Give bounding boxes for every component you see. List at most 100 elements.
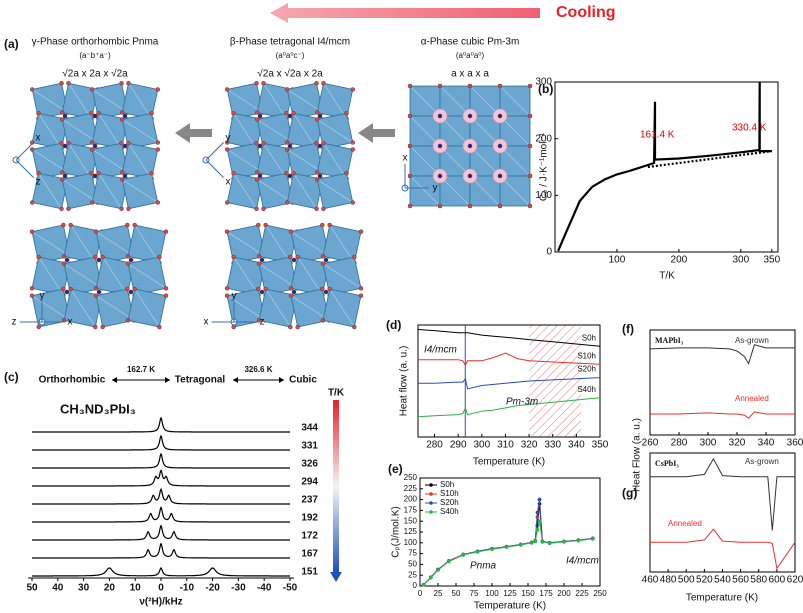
halide-atom <box>437 203 443 209</box>
octahedron-edge <box>62 179 98 203</box>
halide-atom <box>225 140 230 145</box>
cation <box>122 143 128 149</box>
panel-label: (g) <box>622 486 637 500</box>
x-tick-label: 540 <box>714 575 731 586</box>
y-tick-label: 100 <box>404 538 418 547</box>
halide-atom <box>407 143 413 149</box>
octahedron-edge <box>128 83 152 119</box>
halide-atom <box>315 170 320 175</box>
colorbar-label: T/K <box>328 388 345 399</box>
x-tick-label: 0 <box>158 583 164 594</box>
octahedron-edge <box>102 256 128 296</box>
x-tick-label: 100 <box>609 255 626 266</box>
halide-atom <box>30 200 35 205</box>
halide-atom <box>407 203 413 209</box>
series-label: S20h <box>577 365 596 374</box>
octahedron-edge <box>499 85 531 117</box>
y-tick-label: 100 <box>535 190 552 201</box>
halide-atom <box>256 261 262 266</box>
chart-title: CH₃ND₃PbI₃ <box>60 401 136 416</box>
octahedron-edge <box>70 224 96 264</box>
panel-label: (f) <box>622 322 634 336</box>
halide-atom <box>66 206 71 211</box>
halide-atom <box>100 254 105 260</box>
halide-atom <box>321 81 326 86</box>
y-axis-label: Heat Flow (a. u.) <box>632 418 643 492</box>
axis-label: x <box>36 133 41 144</box>
annotation: I4/mcm <box>424 345 457 356</box>
halide-atom <box>36 254 41 260</box>
axis-arrow <box>15 159 34 178</box>
halide-atom <box>285 200 290 205</box>
halide-atom <box>527 83 533 89</box>
octahedron-edge <box>322 263 362 289</box>
halide-atom <box>231 254 236 260</box>
cation <box>287 113 293 119</box>
x-tick-label: 30 <box>78 583 90 594</box>
legend-label: S40h <box>440 507 459 516</box>
x-tick-label: 290 <box>450 440 467 451</box>
chart-title: CsPbI₃ <box>655 459 679 468</box>
x-tick-label: -10 <box>180 583 195 594</box>
halide-atom <box>93 324 98 330</box>
halide-atom <box>321 206 326 211</box>
halide-atom <box>255 110 260 115</box>
halide-atom <box>231 171 236 176</box>
data-point <box>461 553 466 557</box>
halide-atom <box>163 293 169 298</box>
y-axis-label: Heat flow (a. u.) <box>399 346 410 417</box>
axis-label: y <box>40 291 45 302</box>
series-line <box>417 397 601 418</box>
halide-atom <box>60 177 65 182</box>
halide-atom <box>120 110 125 115</box>
cation <box>497 173 503 179</box>
temperature-label: 344 <box>301 423 318 434</box>
octahedron-edge <box>257 179 293 203</box>
halide-atom <box>132 222 137 228</box>
x-tick-label: 320 <box>521 440 538 451</box>
halide-atom <box>30 140 35 145</box>
halide-atom <box>255 170 260 175</box>
halide-atom <box>285 140 290 145</box>
x-tick-label: 75 <box>470 589 479 598</box>
series-line <box>418 352 601 367</box>
data-point <box>535 510 540 515</box>
octahedron-edge <box>98 173 122 209</box>
halide-atom <box>407 173 413 179</box>
axis-label: y <box>232 291 237 302</box>
cation <box>96 289 102 295</box>
x-tick-label: -40 <box>257 583 272 594</box>
axis-label: z <box>36 177 41 188</box>
series-line <box>650 457 795 531</box>
halide-atom <box>352 324 357 330</box>
halide-atom <box>314 81 319 86</box>
halide-atom <box>155 147 160 152</box>
halide-atom <box>256 254 262 259</box>
phase-title: γ-Phase orthorhombic Pnma <box>32 37 159 48</box>
series-label: Annealed <box>735 394 769 403</box>
halide-atom <box>467 83 473 89</box>
series-label: S0h <box>582 333 596 342</box>
octahedron-edge <box>317 179 353 203</box>
legend-label: S10h <box>440 489 459 498</box>
octahedron-edge <box>290 231 330 257</box>
octahedron-edge <box>32 89 68 113</box>
halide-atom <box>224 286 230 291</box>
halide-atom <box>59 81 64 86</box>
y-tick-label: 225 <box>404 484 418 493</box>
x-axis-label: ν(²H)/kHz <box>139 597 182 608</box>
x-tick-label: 175 <box>539 589 553 598</box>
data-point <box>562 540 566 544</box>
axis-arrow <box>15 142 34 161</box>
nmr-spectrum <box>32 416 290 433</box>
x-tick-label: 50 <box>452 589 461 598</box>
halide-atom <box>284 171 289 176</box>
legend-marker <box>429 492 433 496</box>
transition-temperature: 326.6 K <box>244 365 272 374</box>
halide-atom <box>320 261 326 266</box>
octahedron-edge <box>38 113 62 149</box>
halide-atom <box>68 222 73 228</box>
transition-arrow <box>358 123 395 143</box>
legend-marker <box>429 483 433 487</box>
glazer-notation: (a⁰a⁰c⁻) <box>276 51 305 60</box>
